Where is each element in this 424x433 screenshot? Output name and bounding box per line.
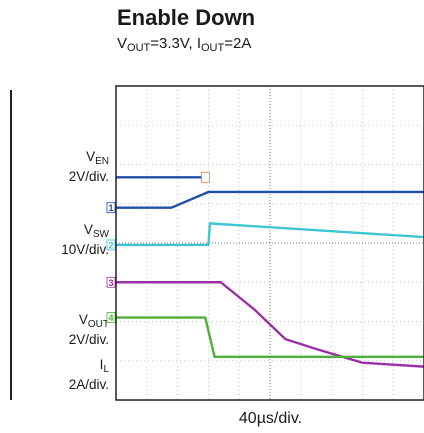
chart-subtitle: VOUT=3.3V, IOUT=2A	[117, 35, 252, 54]
chart-title: Enable Down	[117, 5, 256, 30]
channel-4-marker	[106, 312, 116, 323]
graticule	[116, 86, 424, 400]
channel-1-marker	[106, 202, 116, 214]
vsw-trace	[116, 222, 424, 247]
left-divider	[10, 90, 12, 400]
trigger-marker	[116, 171, 210, 183]
trigger-marker-box	[200, 171, 210, 183]
channel-3-marker	[106, 276, 116, 288]
channel-2-marker-label: 2	[108, 240, 113, 250]
vout-label: VOUT 2V/div.	[68, 312, 109, 347]
channel-3-marker-label: 3	[108, 278, 113, 288]
plot-frame	[115, 85, 424, 401]
x-axis-label: 40µs/div.	[238, 410, 303, 427]
channel-1-marker-label: 1	[108, 203, 113, 213]
il-trace	[116, 316, 424, 359]
vsw-label: VSW 10V/div.	[61, 222, 109, 257]
vout-trace	[116, 281, 424, 368]
ven-trace	[116, 190, 424, 209]
channel-2-marker	[106, 239, 116, 251]
channel-markers: 1 2 3 4	[106, 171, 210, 323]
il-label: IL 2A/div.	[68, 357, 109, 392]
traces	[116, 190, 424, 368]
channel-4-marker-label: 4	[108, 313, 113, 323]
ven-label: VEN 2V/div.	[68, 149, 109, 184]
